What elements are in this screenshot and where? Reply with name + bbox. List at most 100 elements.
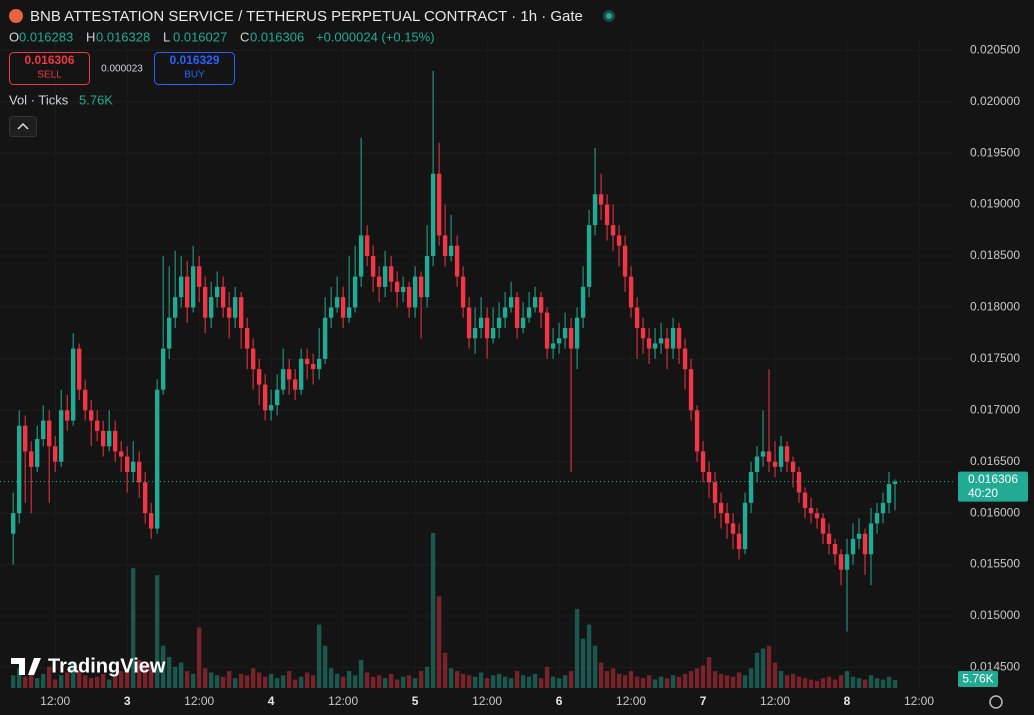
volume-bar — [628, 671, 634, 688]
candle-body — [556, 338, 562, 344]
candle-body — [262, 384, 268, 411]
volume-bar — [832, 679, 838, 688]
volume-bar — [28, 671, 34, 688]
volume-bar — [580, 638, 586, 688]
x-tick-label: 7 — [700, 694, 707, 708]
candle-body — [100, 430, 106, 447]
candle-body — [358, 235, 364, 277]
candle-body — [508, 297, 514, 308]
candle-body — [214, 286, 220, 298]
x-tick-label: 12:00 — [184, 694, 214, 708]
volume-bar — [352, 675, 358, 688]
volume-bar — [562, 675, 568, 688]
last-price-label: 0.016306 — [968, 472, 1018, 486]
y-tick-label: 0.016500 — [970, 454, 1020, 468]
volume-bar — [76, 669, 82, 688]
volume-bar — [766, 645, 772, 688]
volume-legend: Vol · Ticks — [9, 92, 69, 107]
ohlc-value: 0.016027 — [173, 29, 227, 44]
volume-bar — [808, 679, 814, 688]
volume-bar — [106, 679, 112, 688]
volume-bar — [874, 678, 880, 688]
candle-body — [490, 328, 496, 339]
candle-body — [142, 482, 148, 514]
candle-body — [22, 425, 28, 452]
ohlc-value: 0.016328 — [96, 29, 150, 44]
candle-body — [64, 410, 70, 421]
volume-bar — [256, 672, 262, 688]
volume-bar — [694, 668, 700, 688]
volume-bar — [406, 675, 412, 688]
volume-bar — [862, 679, 868, 688]
volume-bar — [22, 676, 28, 688]
candle-body — [586, 225, 592, 287]
volume-bar — [112, 675, 118, 688]
candle-body — [136, 461, 142, 483]
candle-body — [718, 502, 724, 514]
volume-bar — [424, 666, 430, 688]
sell-button[interactable] — [9, 52, 90, 85]
candle-body — [454, 245, 460, 277]
x-tick-label: 12:00 — [616, 694, 646, 708]
volume-bar — [58, 675, 64, 688]
buy-button[interactable] — [154, 52, 235, 85]
volume-bar — [370, 676, 376, 688]
y-tick-label: 0.018000 — [970, 300, 1020, 314]
candle-body — [400, 286, 406, 292]
collapse-icon — [17, 122, 29, 130]
candle-body — [28, 451, 34, 467]
volume-bar — [700, 665, 706, 688]
volume-bar — [670, 675, 676, 688]
candle-body — [88, 410, 94, 421]
volume-bar — [586, 624, 592, 688]
volume-bar — [478, 672, 484, 688]
volume-bar — [820, 678, 826, 688]
volume-bar — [676, 676, 682, 688]
candle-body — [700, 451, 706, 472]
volume-bar — [454, 671, 460, 688]
collapse-button[interactable] — [9, 116, 37, 137]
candle-body — [346, 307, 352, 318]
volume-bar — [688, 671, 694, 688]
candle-body — [208, 297, 214, 318]
volume-bar — [778, 671, 784, 688]
volume-bar — [634, 676, 640, 688]
candle-body — [286, 369, 292, 380]
volume-bar — [814, 680, 820, 688]
volume-bar — [466, 675, 472, 688]
x-tick-label: 12:00 — [40, 694, 70, 708]
candle-body — [82, 389, 88, 411]
volume-bar — [118, 671, 124, 688]
settings-icon[interactable] — [989, 695, 1003, 709]
volume-bar — [604, 671, 610, 688]
candle-body — [46, 420, 52, 447]
volume-bar — [94, 676, 100, 688]
candle-body — [838, 554, 844, 570]
candle-body — [694, 410, 700, 452]
volume-bar — [358, 659, 364, 688]
candle-body — [802, 492, 808, 508]
candle-body — [418, 276, 424, 298]
candle-body — [604, 204, 610, 226]
ohlc-key: O — [9, 29, 19, 44]
volume-bar — [550, 676, 556, 688]
candle-body — [148, 513, 154, 529]
volume-bar — [220, 676, 226, 688]
volume-bar — [658, 676, 664, 688]
candle-body — [850, 538, 856, 555]
volume-bar — [100, 673, 106, 688]
status-dot — [606, 13, 612, 19]
volume-bar — [622, 675, 628, 688]
candle-body — [760, 451, 766, 457]
candle-body — [412, 276, 418, 308]
volume-bar — [172, 666, 178, 688]
volume-bar — [388, 673, 394, 688]
x-tick-label: 12:00 — [472, 694, 502, 708]
candle-body — [76, 348, 82, 390]
x-tick-label: 3 — [124, 694, 131, 708]
candle-body — [184, 276, 190, 308]
candle-body — [304, 358, 310, 364]
y-tick-label: 0.020500 — [970, 42, 1020, 56]
sell-price: 0.016306 — [24, 53, 74, 67]
